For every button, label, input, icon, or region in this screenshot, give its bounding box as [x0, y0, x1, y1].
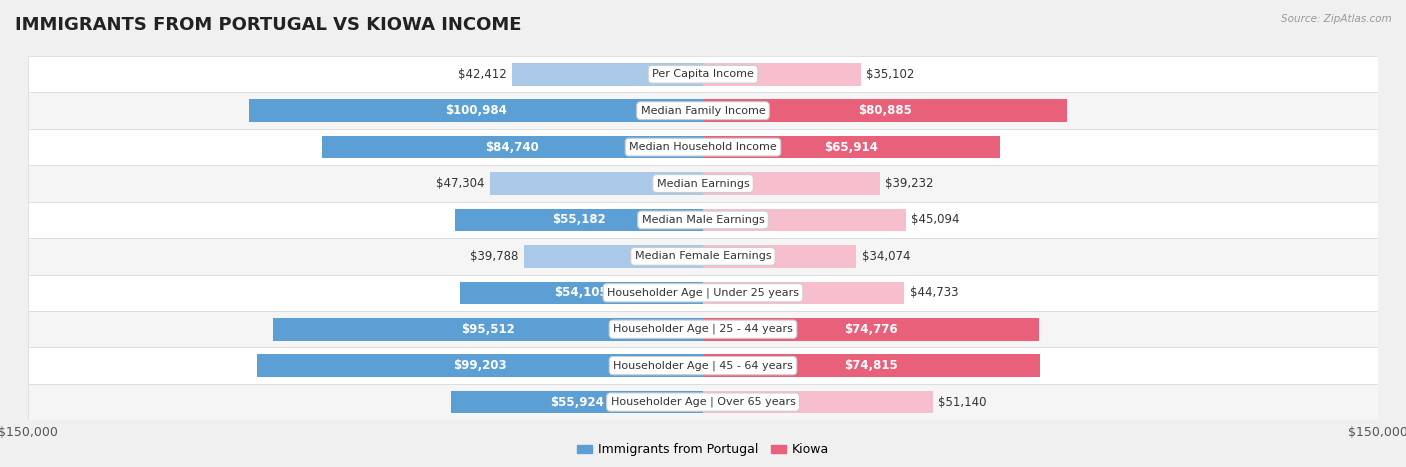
Text: Householder Age | 45 - 64 years: Householder Age | 45 - 64 years: [613, 361, 793, 371]
Text: $95,512: $95,512: [461, 323, 515, 336]
Text: $55,924: $55,924: [550, 396, 605, 409]
Text: $74,776: $74,776: [845, 323, 898, 336]
Bar: [454, 209, 703, 231]
Bar: [703, 282, 904, 304]
FancyBboxPatch shape: [28, 56, 1378, 92]
Text: IMMIGRANTS FROM PORTUGAL VS KIOWA INCOME: IMMIGRANTS FROM PORTUGAL VS KIOWA INCOME: [14, 16, 522, 34]
Bar: [249, 99, 703, 122]
Text: Householder Age | Under 25 years: Householder Age | Under 25 years: [607, 288, 799, 298]
Text: $74,815: $74,815: [845, 359, 898, 372]
Text: $55,182: $55,182: [553, 213, 606, 226]
FancyBboxPatch shape: [28, 347, 1378, 384]
Bar: [460, 282, 703, 304]
Bar: [512, 63, 703, 85]
Text: $42,412: $42,412: [458, 68, 506, 81]
Bar: [703, 172, 880, 195]
Text: $100,984: $100,984: [444, 104, 506, 117]
FancyBboxPatch shape: [28, 202, 1378, 238]
FancyBboxPatch shape: [28, 129, 1378, 165]
Text: Median Family Income: Median Family Income: [641, 106, 765, 116]
FancyBboxPatch shape: [28, 92, 1378, 129]
Bar: [273, 318, 703, 340]
Text: Median Male Earnings: Median Male Earnings: [641, 215, 765, 225]
Bar: [257, 354, 703, 377]
Bar: [703, 209, 905, 231]
Text: $35,102: $35,102: [866, 68, 915, 81]
Text: Median Household Income: Median Household Income: [628, 142, 778, 152]
Text: $39,788: $39,788: [470, 250, 519, 263]
Text: Per Capita Income: Per Capita Income: [652, 69, 754, 79]
Text: Median Female Earnings: Median Female Earnings: [634, 251, 772, 262]
Text: $80,885: $80,885: [858, 104, 912, 117]
Bar: [703, 318, 1039, 340]
Bar: [703, 354, 1039, 377]
Text: $44,733: $44,733: [910, 286, 957, 299]
Text: Source: ZipAtlas.com: Source: ZipAtlas.com: [1281, 14, 1392, 24]
Bar: [703, 136, 1000, 158]
Text: $65,914: $65,914: [824, 141, 879, 154]
Text: Householder Age | 25 - 44 years: Householder Age | 25 - 44 years: [613, 324, 793, 334]
FancyBboxPatch shape: [28, 311, 1378, 347]
Bar: [703, 63, 860, 85]
Text: $99,203: $99,203: [453, 359, 506, 372]
Bar: [322, 136, 703, 158]
Bar: [703, 245, 856, 268]
Text: $84,740: $84,740: [485, 141, 540, 154]
FancyBboxPatch shape: [28, 384, 1378, 420]
Text: Median Earnings: Median Earnings: [657, 178, 749, 189]
Text: $54,105: $54,105: [554, 286, 609, 299]
Text: $51,140: $51,140: [938, 396, 987, 409]
Bar: [703, 99, 1067, 122]
Text: $39,232: $39,232: [884, 177, 934, 190]
Text: $47,304: $47,304: [436, 177, 485, 190]
Text: $34,074: $34,074: [862, 250, 910, 263]
FancyBboxPatch shape: [28, 275, 1378, 311]
Text: Householder Age | Over 65 years: Householder Age | Over 65 years: [610, 397, 796, 407]
Bar: [451, 391, 703, 413]
Bar: [524, 245, 703, 268]
Bar: [491, 172, 703, 195]
Legend: Immigrants from Portugal, Kiowa: Immigrants from Portugal, Kiowa: [572, 439, 834, 461]
FancyBboxPatch shape: [28, 165, 1378, 202]
Bar: [703, 391, 934, 413]
Text: $45,094: $45,094: [911, 213, 960, 226]
FancyBboxPatch shape: [28, 238, 1378, 275]
